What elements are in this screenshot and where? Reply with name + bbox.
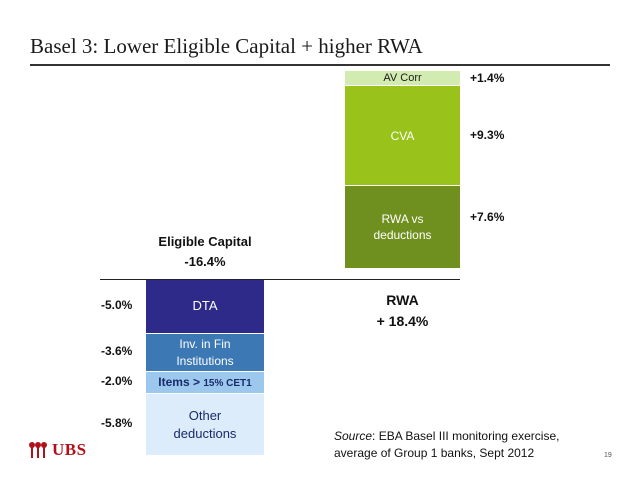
eligible-capital-label: Eligible Capital -16.4% <box>140 232 270 271</box>
pct-label-items: -2.0% <box>101 374 133 389</box>
bar-rwa-text-2: deductions <box>373 228 432 243</box>
chart-baseline <box>100 279 460 280</box>
eligible-capital-total: -16.4% <box>184 253 226 269</box>
bar-other-text-1: Other <box>188 408 222 424</box>
bar-dta-text: DTA <box>192 298 218 314</box>
pct-label-inv: -3.6% <box>101 344 133 359</box>
page-number: 19 <box>604 452 612 459</box>
bar-inv-text-2: Institutions <box>176 353 234 368</box>
pct-label-dta: -5.0% <box>101 297 133 312</box>
source-line-2: average of Group 1 banks, Sept 2012 <box>334 446 535 461</box>
pct-label-av-corr: +1.4% <box>470 70 505 85</box>
bar-inv-fin-institutions: Inv. in Fin Institutions <box>146 332 264 372</box>
logo-text: UBS <box>52 440 87 459</box>
source-text: : EBA Basel III monitoring exercise, <box>372 429 560 443</box>
source-prefix: Source <box>334 429 373 443</box>
pct-label-cva: +9.3% <box>470 128 505 143</box>
bar-av-corr: AV Corr <box>345 71 460 87</box>
bar-cva: CVA <box>345 86 460 187</box>
bar-avcorr-text: AV Corr <box>383 71 422 84</box>
bar-inv-text-1: Inv. in Fin <box>179 337 231 352</box>
title-divider <box>30 64 610 66</box>
bar-rwa-text-1: RWA vs <box>381 211 424 226</box>
bar-items-text-2: > <box>192 375 200 390</box>
bar-items-text-3: 15% CET1 <box>203 378 252 390</box>
bar-items-text-1: Items <box>158 375 190 390</box>
bar-rwa-vs-deductions: RWA vs deductions <box>345 186 460 268</box>
bar-other-text-2: deductions <box>173 425 237 441</box>
source-note: Source: EBA Basel III monitoring exercis… <box>334 428 559 463</box>
bar-dta: DTA <box>146 279 264 333</box>
pct-label-other: -5.8% <box>101 416 133 431</box>
bar-other-deductions: Other deductions <box>146 392 264 456</box>
bar-cva-text: CVA <box>390 128 415 143</box>
keys-icon <box>29 442 47 458</box>
eligible-capital-title: Eligible Capital <box>158 234 252 249</box>
rwa-total: + 18.4% <box>376 313 429 329</box>
pct-label-rwa-vs-deductions: +7.6% <box>470 210 505 225</box>
rwa-label: RWA + 18.4% <box>345 290 460 332</box>
ubs-logo: UBS <box>28 440 87 460</box>
rwa-title: RWA <box>386 292 419 308</box>
page-title: Basel 3: Lower Eligible Capital + higher… <box>30 34 423 58</box>
bar-items-15-cet1: Items > 15% CET1 <box>146 371 264 393</box>
